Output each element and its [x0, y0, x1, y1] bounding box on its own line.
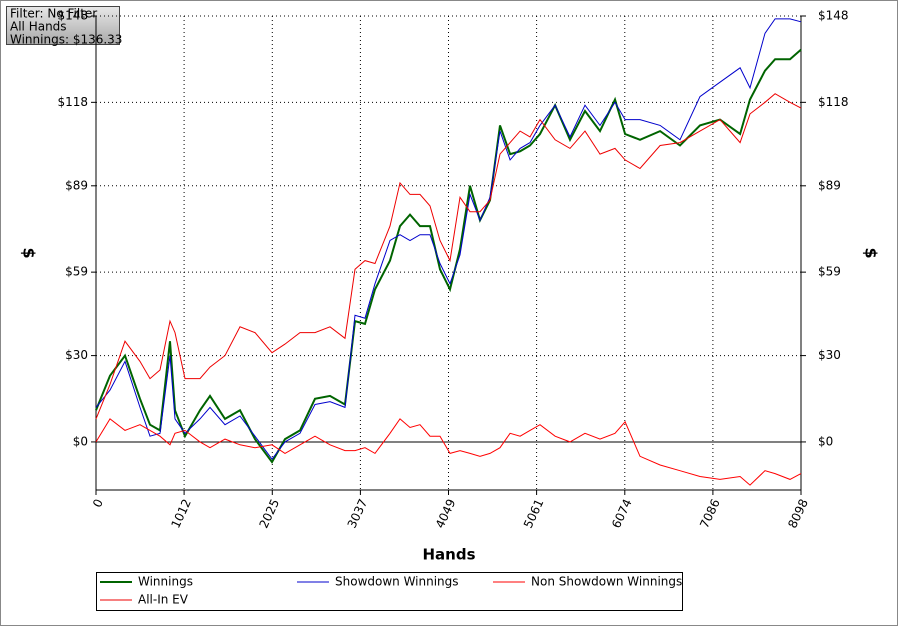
- series-line: [95, 18, 802, 461]
- y-axis-label: $: [20, 247, 39, 258]
- y2-tick-label: $118: [818, 95, 849, 109]
- y2-tick-label: $148: [818, 9, 849, 23]
- info-text: All Hands: [10, 20, 67, 34]
- series-line: [95, 93, 802, 420]
- y2-axis-label: $: [862, 247, 881, 258]
- series-line: [95, 418, 802, 486]
- legend-label: Showdown Winnings: [335, 575, 459, 589]
- legend-label: Non Showdown Winnings: [531, 575, 682, 589]
- y-tick-label: $59: [65, 265, 88, 279]
- info-text: Filter: No Filter: [10, 7, 97, 21]
- y-tick-label: $89: [65, 178, 88, 192]
- y-tick-label: $118: [57, 95, 88, 109]
- x-axis-label: Hands: [422, 546, 475, 564]
- y2-tick-label: $59: [818, 265, 841, 279]
- legend: [96, 572, 683, 611]
- y-tick-label: $148: [57, 9, 88, 23]
- info-box: [6, 6, 120, 45]
- info-text: Winnings: $136.33: [10, 33, 122, 47]
- y2-tick-label: $30: [818, 348, 841, 362]
- y-tick-label: $30: [65, 348, 88, 362]
- legend-label: All-In EV: [138, 593, 189, 607]
- y2-tick-label: $89: [818, 178, 841, 192]
- legend-label: Winnings: [138, 575, 193, 589]
- y-tick-label: $0: [73, 434, 88, 448]
- y2-tick-label: $0: [818, 434, 833, 448]
